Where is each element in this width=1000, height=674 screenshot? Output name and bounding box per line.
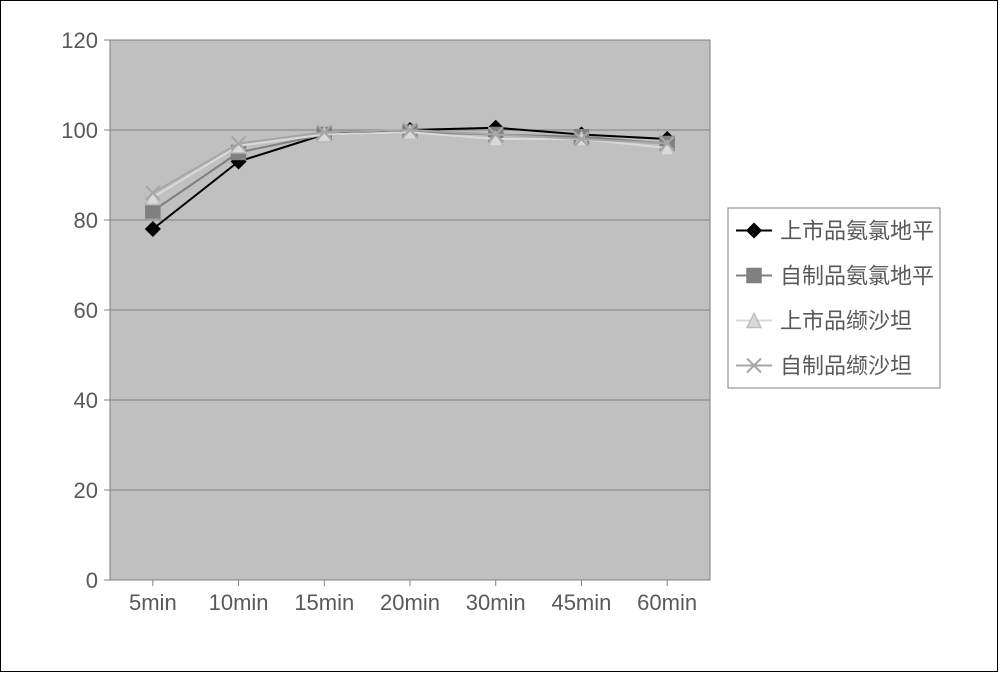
x-tick-label: 10min (209, 590, 269, 615)
svg-text:15min: 15min (294, 590, 354, 615)
svg-text:60min: 60min (637, 590, 697, 615)
svg-text:30min: 30min (466, 590, 526, 615)
y-tick-label: 20 (74, 478, 98, 503)
svg-text:5min: 5min (129, 590, 177, 615)
svg-text:60: 60 (74, 298, 98, 323)
svg-text:10min: 10min (209, 590, 269, 615)
legend-label: 自制品氨氯地平 (780, 264, 934, 289)
y-tick-label: 120 (61, 30, 98, 53)
y-tick-label: 80 (74, 208, 98, 233)
x-tick-label: 5min (129, 590, 177, 615)
legend: 上市品氨氯地平自制品氨氯地平上市品缬沙坦自制品缬沙坦 (728, 208, 940, 388)
marker-square (747, 269, 761, 283)
svg-text:40: 40 (74, 388, 98, 413)
y-tick-label: 60 (74, 298, 98, 323)
svg-text:45min: 45min (551, 590, 611, 615)
line-chart: 0 20 40 60 80 100 120 5min 10min 15min 20min 30min 4… (50, 30, 950, 644)
legend-label: 自制品缬沙坦 (780, 354, 912, 379)
x-tick-label: 60min (637, 590, 697, 615)
x-tick-label: 15min (294, 590, 354, 615)
svg-text:120: 120 (61, 30, 98, 53)
y-tick-label: 100 (61, 118, 98, 143)
marker-square (146, 204, 160, 218)
legend-label: 上市品缬沙坦 (780, 309, 912, 334)
svg-text:20: 20 (74, 478, 98, 503)
x-tick-label: 30min (466, 590, 526, 615)
x-tick-label: 20min (380, 590, 440, 615)
svg-text:100: 100 (61, 118, 98, 143)
x-tick-label: 45min (551, 590, 611, 615)
chart-container: 0 20 40 60 80 100 120 5min 10min 15min 20min 30min 4… (50, 30, 950, 644)
y-tick-label: 0 (86, 568, 98, 593)
svg-text:80: 80 (74, 208, 98, 233)
legend-label: 上市品氨氯地平 (780, 219, 934, 244)
svg-text:0: 0 (86, 568, 98, 593)
svg-text:20min: 20min (380, 590, 440, 615)
y-tick-label: 40 (74, 388, 98, 413)
